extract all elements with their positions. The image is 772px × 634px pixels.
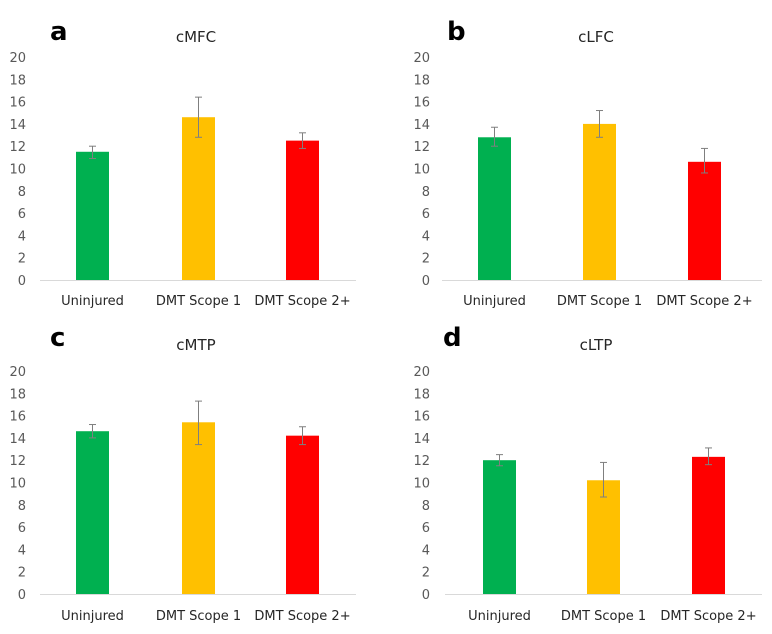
x-category-label: Uninjured	[463, 294, 526, 309]
error-bar	[299, 132, 306, 149]
y-tick-label: 6	[18, 207, 26, 222]
y-tick-label: 6	[18, 521, 26, 536]
error-bar	[496, 454, 503, 467]
error-bar	[299, 426, 306, 446]
y-tick-label: 16	[413, 410, 430, 425]
y-tick-label: 20	[413, 51, 430, 66]
x-category-label: DMT Scope 2+	[254, 609, 350, 624]
y-tick-label: 16	[413, 96, 430, 111]
panel-letter: b	[447, 17, 466, 47]
y-tick-label: 6	[422, 207, 430, 222]
chart-title: cMFC	[176, 28, 216, 46]
chart-title: cMTP	[176, 336, 215, 354]
y-tick-label: 20	[413, 365, 430, 380]
panel-letter: a	[50, 17, 68, 47]
y-tick-label: 4	[422, 543, 430, 558]
y-tick-label: 12	[413, 454, 430, 469]
y-tick-label: 14	[9, 118, 26, 133]
y-tick-label: 12	[9, 140, 26, 155]
y-tick-label: 0	[422, 588, 430, 603]
y-tick-label: 14	[9, 432, 26, 447]
bar-dmt-scope-2-	[688, 161, 721, 280]
chart-title: cLTP	[580, 336, 613, 354]
y-tick-label: 18	[9, 73, 26, 88]
x-category-label: DMT Scope 2+	[660, 609, 756, 624]
bar-dmt-scope-1	[587, 480, 620, 594]
bar-dmt-scope-2-	[286, 140, 319, 280]
y-tick-label: 8	[18, 185, 26, 200]
bar-dmt-scope-2-	[286, 435, 319, 594]
error-bar	[491, 126, 498, 147]
y-tick-label: 8	[422, 499, 430, 514]
chart-panel-c: c cMTP 0 2 4 6 8 10 12 14 16 18 20 Uninjured DMT Scope…	[9, 323, 356, 624]
x-category-label: Uninjured	[61, 294, 124, 309]
y-tick-label: 18	[9, 387, 26, 402]
y-tick-label: 2	[422, 566, 430, 581]
y-tick-label: 12	[413, 140, 430, 155]
y-tick-label: 2	[422, 252, 430, 267]
y-tick-label: 10	[9, 477, 26, 492]
x-category-label: DMT Scope 1	[561, 609, 646, 624]
y-tick-label: 14	[413, 432, 430, 447]
chart-panel-d: d cLTP 0 2 4 6 8 10 12 14 16 18 20 Uninjured DMT Scope…	[413, 323, 762, 624]
bar-dmt-scope-1	[182, 422, 215, 594]
panel-letter: d	[443, 323, 462, 353]
y-tick-label: 0	[18, 274, 26, 289]
bar-uninjured	[478, 137, 511, 280]
y-tick-label: 4	[18, 543, 26, 558]
y-tick-label: 2	[18, 252, 26, 267]
y-tick-label: 20	[9, 51, 26, 66]
y-tick-label: 0	[18, 588, 26, 603]
error-bar	[701, 147, 708, 174]
x-category-label: DMT Scope 1	[156, 609, 241, 624]
y-tick-label: 14	[413, 118, 430, 133]
x-category-label: DMT Scope 2+	[254, 294, 350, 309]
error-bar	[89, 145, 96, 159]
y-tick-label: 20	[9, 365, 26, 380]
bar-uninjured	[483, 460, 516, 594]
y-tick-label: 18	[413, 387, 430, 402]
bar-dmt-scope-1	[182, 117, 215, 281]
panel-letter: c	[50, 323, 65, 353]
error-bar	[596, 110, 603, 138]
chart-title: cLFC	[578, 28, 614, 46]
y-tick-label: 10	[9, 163, 26, 178]
chart-panel-b: b cLFC 0 2 4 6 8 10 12 14 16 18 20 Uninjured DMT Scope…	[413, 17, 762, 309]
x-category-label: Uninjured	[61, 609, 124, 624]
error-bar	[195, 400, 202, 446]
y-tick-label: 6	[422, 521, 430, 536]
error-bar	[600, 461, 607, 498]
bar-dmt-scope-2-	[692, 456, 725, 594]
y-tick-label: 18	[413, 73, 430, 88]
y-tick-label: 16	[9, 96, 26, 111]
bar-uninjured	[76, 431, 109, 594]
y-tick-label: 8	[422, 185, 430, 200]
y-tick-label: 10	[413, 163, 430, 178]
y-tick-label: 4	[18, 229, 26, 244]
x-category-label: DMT Scope 2+	[656, 294, 752, 309]
error-bar	[195, 96, 202, 138]
bar-uninjured	[76, 151, 109, 280]
y-tick-label: 10	[413, 477, 430, 492]
chart-panel-a: a cMFC 0 2 4 6 8 10 12 14 16 18 20 Uninjured DMT Scope…	[9, 17, 356, 309]
error-bar	[89, 424, 96, 439]
y-tick-label: 12	[9, 454, 26, 469]
x-category-label: Uninjured	[468, 609, 531, 624]
y-tick-label: 4	[422, 229, 430, 244]
y-tick-label: 16	[9, 410, 26, 425]
y-tick-label: 8	[18, 499, 26, 514]
x-category-label: DMT Scope 1	[557, 294, 642, 309]
x-category-label: DMT Scope 1	[156, 294, 241, 309]
bar-dmt-scope-1	[583, 123, 616, 281]
y-tick-label: 0	[422, 274, 430, 289]
y-tick-label: 2	[18, 566, 26, 581]
error-bar	[705, 447, 712, 466]
